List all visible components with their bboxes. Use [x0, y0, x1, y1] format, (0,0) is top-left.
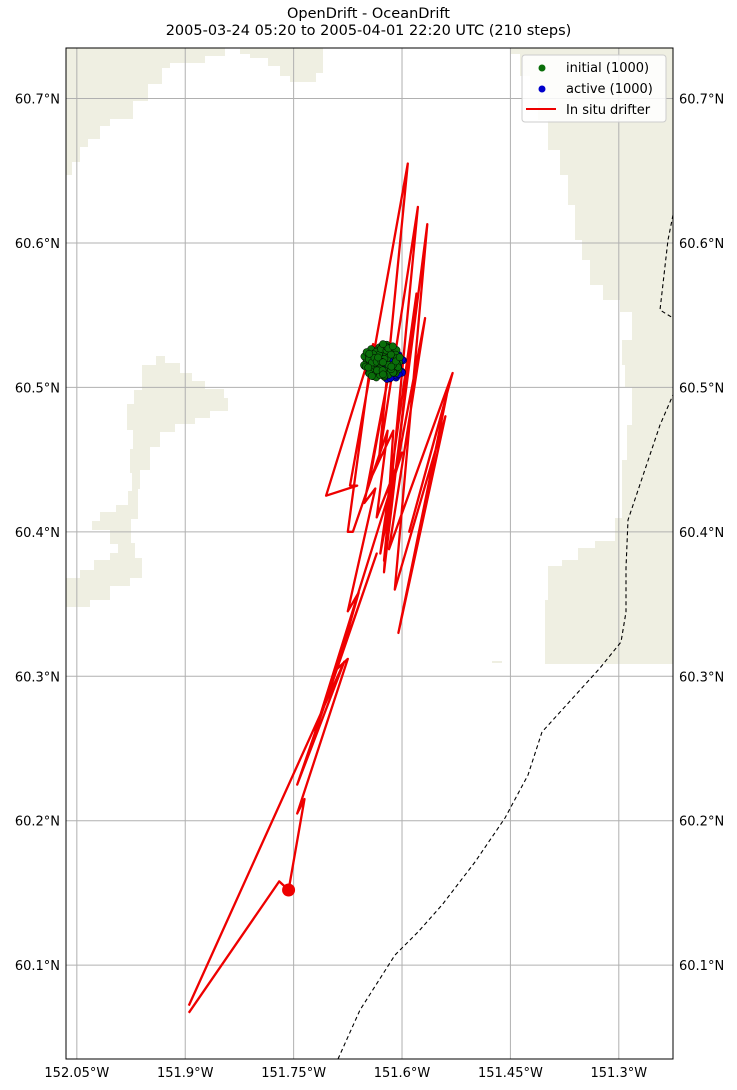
lat-tick-label-right: 60.2°N: [679, 815, 724, 830]
initial-particle: [395, 353, 404, 362]
lon-tick-label: 151.75°W: [261, 1066, 326, 1081]
lon-tick-label: 151.3°W: [591, 1066, 648, 1081]
land-west-island: [66, 356, 228, 607]
latitude-ticks: 60.1°N 60.1°N 60.2°N 60.2°N 60.3°N 60.3°N 60.4…: [15, 93, 724, 975]
legend-initial-marker: [538, 64, 546, 72]
lat-tick-label-right: 60.4°N: [679, 526, 724, 541]
lat-tick-label-right: 60.6°N: [679, 237, 724, 252]
plot-title: OpenDrift - OceanDrift 2005-03-24 05:20 …: [0, 6, 737, 40]
land-speck: [492, 661, 502, 663]
title-line-2: 2005-03-24 05:20 to 2005-04-01 22:20 UTC…: [165, 23, 572, 39]
lon-tick-label: 152.05°W: [44, 1066, 109, 1081]
drifter-track: [187, 162, 454, 1014]
lat-tick-label-right: 60.1°N: [679, 959, 724, 974]
initial-particle: [379, 340, 387, 348]
initial-particle: [388, 342, 397, 351]
lat-tick-label-right: 60.5°N: [679, 381, 724, 396]
longitude-ticks: 152.05°W 151.9°W 151.75°W 151.6°W 151.45°W 15…: [44, 1066, 647, 1081]
initial-particle: [379, 358, 387, 367]
land-east-coast: [510, 48, 673, 664]
lon-tick-label: 151.9°W: [157, 1066, 214, 1081]
legend-initial-label: initial (1000): [566, 61, 649, 76]
particle-cluster: [360, 340, 407, 383]
lat-tick-label-left: 60.5°N: [15, 381, 60, 396]
land-northwest-coast: [66, 48, 225, 175]
title-line-1: OpenDrift - OceanDrift: [287, 6, 450, 22]
initial-particle: [364, 363, 373, 372]
initial-particle: [379, 370, 387, 379]
drifter-end-marker: [282, 883, 296, 897]
legend-box: [521, 54, 667, 123]
initial-particle: [367, 372, 376, 380]
lon-tick-label: 151.6°W: [374, 1066, 431, 1081]
lat-tick-label-right: 60.3°N: [679, 670, 724, 685]
initial-particle: [365, 349, 374, 358]
map-frame: [65, 47, 674, 1060]
boundary-lines: [337, 214, 673, 1059]
lat-tick-label-left: 60.6°N: [15, 237, 60, 252]
drifter-track-layer: [187, 162, 454, 1014]
lat-tick-label-left: 60.3°N: [15, 670, 60, 685]
lat-tick-label-left: 60.4°N: [15, 526, 60, 541]
lat-tick-label-left: 60.7°N: [15, 93, 60, 108]
initial-particle: [387, 362, 396, 371]
lat-tick-label-left: 60.2°N: [15, 815, 60, 830]
legend-active-label: active (1000): [566, 82, 653, 97]
boundary-dashed-main: [337, 394, 673, 1059]
land-layer: [66, 48, 673, 664]
lat-tick-label-right: 60.7°N: [679, 93, 724, 108]
lon-tick-label: 151.45°W: [478, 1066, 543, 1081]
legend: initial (1000) active (1000) In situ dri…: [521, 54, 667, 123]
lat-tick-label-left: 60.1°N: [15, 959, 60, 974]
legend-drifter-label: In situ drifter: [566, 103, 651, 118]
legend-active-marker: [538, 85, 546, 93]
map-content: [66, 48, 673, 1059]
land-north-islet: [240, 48, 323, 82]
initial-particle: [374, 353, 382, 362]
